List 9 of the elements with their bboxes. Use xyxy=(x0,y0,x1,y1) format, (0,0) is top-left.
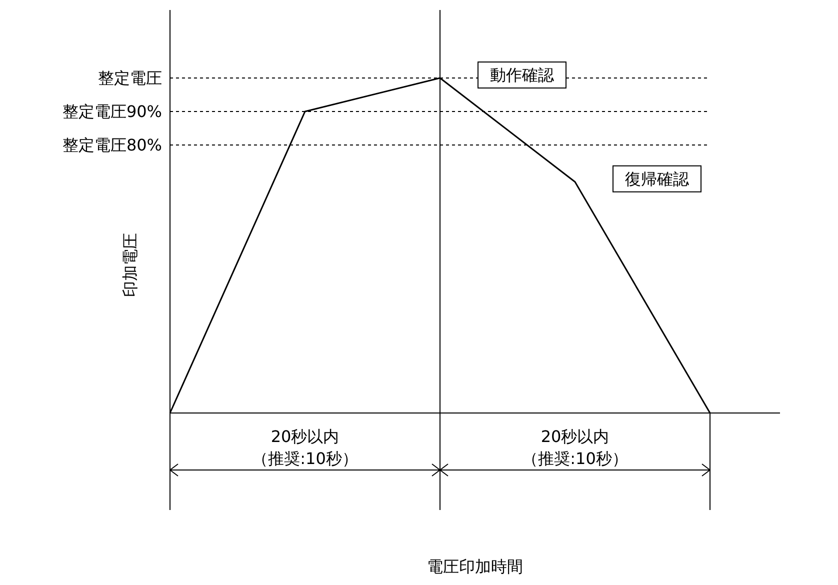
text: 20秒以内（推奨:10秒） xyxy=(252,427,358,468)
ref-line-label: 整定電圧90% xyxy=(62,102,162,121)
text: 20秒以内（推奨:10秒） xyxy=(522,427,628,468)
annotation: 復帰確認 xyxy=(625,169,689,188)
text: 電圧印加時間 xyxy=(427,557,523,576)
y-axis-title: 印加電圧 xyxy=(120,233,140,297)
ref-line-label: 整定電圧80% xyxy=(62,136,162,154)
ref-line-label: 整定電圧 xyxy=(98,68,162,88)
annotation: 動作確認 xyxy=(490,66,554,84)
